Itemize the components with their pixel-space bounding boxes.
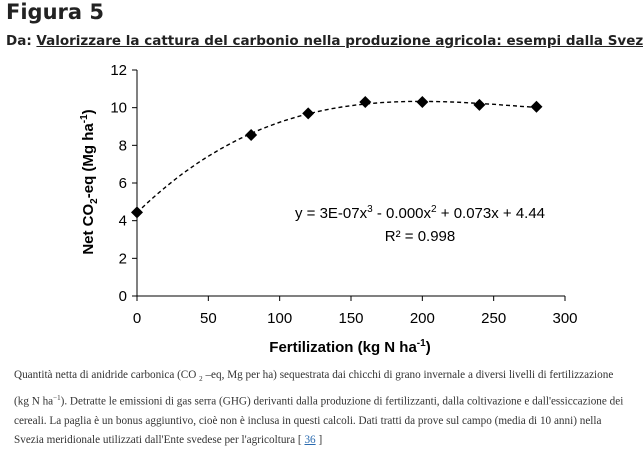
y-tick-labels: 0 2 4 6 8 10 12 — [110, 62, 127, 305]
source-line: Da: Valorizzare la cattura del carbonio … — [6, 33, 643, 49]
reference-link[interactable]: 36 — [304, 433, 316, 446]
data-point — [530, 100, 543, 113]
y-axis-title: Net CO2-eq (Mg ha-1) — [79, 109, 100, 254]
caption-subscript: 2 — [199, 375, 203, 384]
x-tick-label: 0 — [133, 310, 141, 327]
data-points — [131, 96, 543, 219]
y-tick-label: 10 — [110, 100, 127, 117]
data-point — [359, 96, 372, 109]
trendline — [136, 100, 537, 214]
y-tick-label: 6 — [119, 175, 127, 192]
data-point — [131, 206, 143, 219]
scatter-chart: 0 2 4 6 8 10 12 0 50 100 150 200 250 300 y = 3E-07x3… — [79, 62, 578, 356]
chart-axes — [132, 69, 566, 301]
y-tick-label: 4 — [119, 213, 127, 230]
data-point — [473, 98, 486, 111]
x-tick-label: 100 — [267, 310, 292, 327]
y-tick-label: 0 — [119, 288, 127, 305]
figure-caption: Quantità netta di anidride carbonica (CO… — [14, 366, 629, 450]
r-squared-label: R² = 0.998 — [385, 228, 455, 245]
data-point — [245, 128, 258, 141]
y-tick-label: 2 — [119, 250, 127, 267]
caption-text-4: ] — [318, 433, 323, 446]
source-prefix: Da: — [6, 33, 37, 49]
source-article-link[interactable]: Valorizzare la cattura del carbonio nell… — [36, 33, 643, 49]
x-tick-labels: 0 50 100 150 200 250 300 — [133, 310, 578, 327]
caption-text-3: ). Detratte le emissioni di gas serra (G… — [14, 395, 624, 446]
x-tick-label: 150 — [338, 310, 363, 327]
y-tick-label: 12 — [110, 62, 127, 79]
x-tick-label: 300 — [552, 310, 577, 327]
y-tick-label: 8 — [119, 137, 127, 154]
figure-label: Figura 5 — [6, 0, 104, 24]
caption-text-2: –eq, Mg per ha) sequestrata dai chicchi … — [14, 369, 614, 408]
trendline-equation: y = 3E-07x3 - 0.000x2 + 0.073x + 4.44 — [295, 204, 545, 222]
x-tick-label: 50 — [200, 310, 217, 327]
x-tick-label: 250 — [481, 310, 506, 327]
data-point — [302, 107, 315, 120]
x-tick-label: 200 — [410, 310, 435, 327]
x-axis-title: Fertilization (kg N ha-1) — [269, 338, 430, 356]
caption-superscript: −1 — [53, 394, 61, 403]
caption-text-1: Quantità netta di anidride carbonica (CO — [14, 369, 197, 381]
data-point — [416, 96, 429, 109]
